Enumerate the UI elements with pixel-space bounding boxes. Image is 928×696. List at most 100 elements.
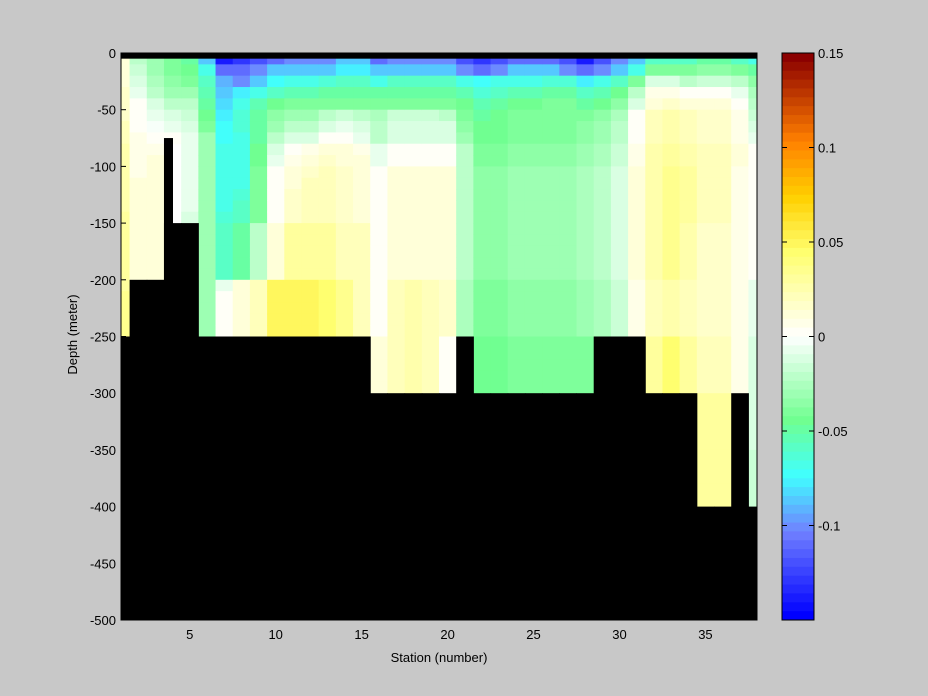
heatmap-cell	[439, 381, 457, 394]
heatmap-cell	[645, 223, 663, 235]
heatmap-cell	[318, 98, 337, 111]
heatmap-cell	[714, 223, 732, 235]
heatmap-cell	[404, 166, 423, 179]
heatmap-cell	[662, 132, 681, 145]
heatmap-cell	[610, 279, 629, 292]
heatmap-cell	[542, 155, 560, 167]
colorbar-tick-label: -0.1	[818, 519, 840, 534]
heatmap-cell	[542, 325, 560, 337]
heatmap-cell	[232, 189, 251, 201]
heatmap-cell	[284, 257, 302, 269]
heatmap-cell	[490, 132, 509, 145]
heatmap-cell	[610, 166, 629, 179]
heatmap-cell	[456, 64, 474, 77]
heatmap-cell	[301, 109, 320, 122]
heatmap-cell	[249, 166, 268, 179]
heatmap-cell	[121, 234, 131, 247]
heatmap-cell	[318, 87, 337, 99]
heatmap-cell	[129, 132, 148, 145]
heatmap-cell	[748, 177, 758, 190]
heatmap-cell	[421, 381, 440, 394]
heatmap-cell	[249, 87, 268, 99]
heatmap-cell	[628, 166, 646, 179]
heatmap-cell	[181, 143, 199, 156]
heatmap-cell	[215, 245, 234, 258]
heatmap-cell	[456, 166, 474, 179]
heatmap-cell	[542, 245, 560, 258]
seafloor-block	[181, 223, 199, 620]
heatmap-cell	[163, 64, 182, 77]
heatmap-cell	[662, 234, 681, 247]
heatmap-cell	[696, 245, 715, 258]
heatmap-cell	[404, 189, 423, 201]
heatmap-cell	[524, 132, 543, 145]
heatmap-cell	[198, 257, 217, 269]
heatmap-cell	[335, 87, 354, 99]
heatmap-cell	[387, 121, 406, 133]
heatmap-cell	[439, 223, 457, 235]
heatmap-cell	[628, 325, 646, 337]
heatmap-cell	[507, 234, 526, 247]
seafloor-block	[524, 393, 543, 620]
heatmap-cell	[748, 438, 758, 451]
colorbar-segment	[782, 433, 814, 444]
heatmap-cell	[335, 325, 354, 337]
heatmap-cell	[353, 211, 371, 224]
heatmap-cell	[181, 53, 199, 65]
heatmap-cell	[490, 234, 509, 247]
heatmap-cell	[593, 189, 612, 201]
heatmap-cell	[181, 177, 199, 190]
heatmap-cell	[542, 75, 560, 88]
heatmap-cell	[542, 279, 560, 292]
heatmap-cell	[421, 347, 440, 360]
seafloor-block	[714, 506, 732, 620]
heatmap-cell	[714, 483, 732, 496]
heatmap-cell	[593, 200, 612, 213]
heatmap-cell	[456, 87, 474, 99]
heatmap-cell	[353, 64, 371, 77]
heatmap-cell	[387, 291, 406, 303]
heatmap-cell	[404, 245, 423, 258]
heatmap-cell	[318, 109, 337, 122]
heatmap-cell	[610, 109, 629, 122]
heatmap-cell	[284, 189, 302, 201]
colorbar-segment	[782, 168, 814, 178]
land-mask	[121, 53, 758, 621]
heatmap-cell	[731, 166, 749, 179]
heatmap-cell	[301, 291, 320, 303]
heatmap-cell	[610, 257, 629, 269]
heatmap-cell	[284, 291, 302, 303]
heatmap-cell	[610, 291, 629, 303]
heatmap-cell	[146, 200, 165, 213]
heatmap-cell	[679, 370, 698, 383]
y-tick-label: -450	[90, 556, 116, 571]
heatmap-cell	[679, 302, 698, 315]
heatmap-cell	[318, 132, 337, 145]
heatmap-cell	[146, 75, 165, 88]
heatmap-cell	[748, 143, 758, 156]
heatmap-cell	[387, 109, 406, 122]
heatmap-cell	[249, 257, 268, 269]
heatmap-cell	[542, 121, 560, 133]
heatmap-cell	[387, 211, 406, 224]
heatmap-cell	[542, 53, 560, 65]
heatmap-cell	[387, 166, 406, 179]
heatmap-cell	[232, 234, 251, 247]
heatmap-cell	[301, 223, 320, 235]
heatmap-cell	[439, 245, 457, 258]
heatmap-cell	[524, 155, 543, 167]
heatmap-cell	[301, 64, 320, 77]
heatmap-cell	[232, 87, 251, 99]
heatmap-cell	[370, 370, 388, 383]
heatmap-cell	[249, 155, 268, 167]
heatmap-cell	[696, 438, 715, 451]
heatmap-cell	[404, 291, 423, 303]
colorbar-segment	[782, 309, 814, 320]
heatmap-cell	[662, 155, 681, 167]
heatmap-cell	[456, 223, 474, 235]
heatmap-cell	[301, 98, 320, 111]
heatmap-cell	[696, 461, 715, 474]
heatmap-cell	[645, 347, 663, 360]
heatmap-cell	[318, 245, 337, 258]
heatmap-cell	[490, 347, 509, 360]
